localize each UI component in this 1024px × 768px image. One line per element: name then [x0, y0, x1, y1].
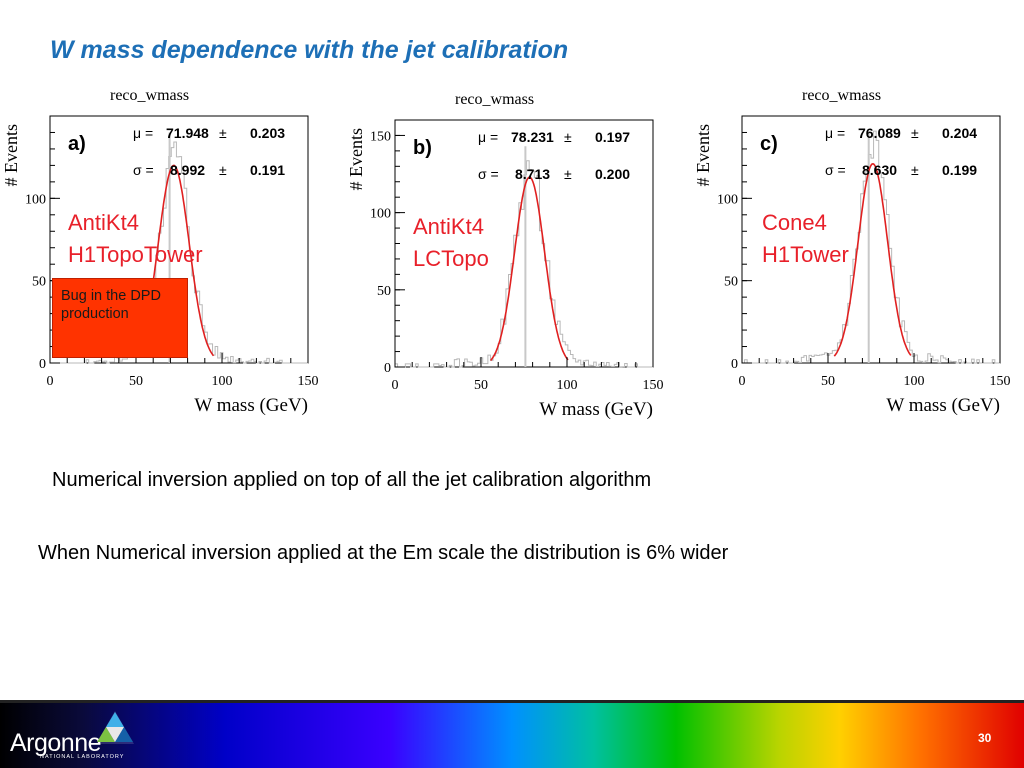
page-number: 30	[978, 731, 992, 745]
y-tick-label: 0	[39, 357, 46, 372]
plus-minus-sign: ±	[219, 162, 227, 178]
chart-panel-a: reco_wmass 0 50 100 0 50 100 150 W mass (GeV) # E…	[0, 78, 340, 428]
slide-title: W mass dependence with the jet calibrati…	[50, 36, 569, 64]
bullet-text-1: Numerical inversion applied on top of al…	[52, 469, 652, 491]
mu-label: μ =	[133, 125, 153, 141]
x-tick-label: 0	[739, 374, 746, 389]
histogram-bars	[742, 130, 1000, 364]
footer-spectrum-bar	[0, 703, 1024, 768]
chart-panel-b: reco_wmass 0 50 100 150 0 50 100 150 W mass (GeV)…	[345, 82, 685, 432]
algorithm-label-line2: H1TopoTower	[68, 242, 203, 267]
plus-minus-sign: ±	[219, 125, 227, 141]
sigma-value: 8.713	[515, 166, 550, 182]
x-tick-label: 100	[212, 374, 233, 389]
mu-label: μ =	[478, 129, 498, 145]
x-tick-label: 150	[643, 378, 664, 393]
sigma-label: σ =	[478, 166, 499, 182]
sigma-error: 0.199	[942, 162, 977, 178]
y-tick-label: 50	[377, 284, 391, 299]
x-tick-label: 50	[821, 374, 835, 389]
y-tick-label: 100	[25, 192, 46, 207]
panel-label: a)	[68, 133, 86, 155]
plus-minus-sign: ±	[564, 129, 572, 145]
x-tick-label: 50	[474, 378, 488, 393]
sigma-error: 0.200	[595, 166, 630, 182]
histogram-spike	[867, 130, 870, 363]
algorithm-label-line2: LCTopo	[413, 246, 489, 271]
x-tick-label: 100	[557, 378, 578, 393]
argonne-triangle-icon	[96, 711, 134, 744]
algorithm-label-line1: AntiKt4	[413, 214, 484, 239]
panel-label: c)	[760, 133, 778, 155]
mu-label: μ =	[825, 125, 845, 141]
x-axis-label: W mass (GeV)	[539, 399, 653, 420]
footer-divider	[0, 700, 1024, 703]
plus-minus-sign: ±	[911, 125, 919, 141]
histogram-chart: reco_wmass 0 50 100 0 50 100 150 W mass (GeV) # E…	[693, 87, 1011, 416]
y-axis-label: # Events	[346, 128, 366, 191]
mu-error: 0.197	[595, 129, 630, 145]
mu-error: 0.204	[942, 125, 977, 141]
panel-label: b)	[413, 137, 432, 159]
y-tick-label: 100	[370, 207, 391, 222]
x-tick-label: 0	[392, 378, 399, 393]
y-tick-label: 50	[32, 275, 46, 290]
sigma-value: 8.630	[862, 162, 897, 178]
y-axis-label: # Events	[693, 124, 713, 187]
y-tick-label: 0	[384, 361, 391, 376]
histogram-spike	[524, 146, 527, 367]
y-tick-label: 150	[370, 129, 391, 144]
sigma-label: σ =	[133, 162, 154, 178]
x-tick-label: 100	[904, 374, 925, 389]
algorithm-label-line1: Cone4	[762, 210, 827, 235]
argonne-logo-text: Argonne	[10, 729, 102, 757]
plot-frame	[741, 115, 1001, 364]
bug-note-box: Bug in the DPD production	[52, 278, 188, 358]
algorithm-label-line2: H1Tower	[762, 242, 849, 267]
x-tick-label: 150	[990, 374, 1011, 389]
histogram-spike	[168, 132, 171, 363]
y-tick-label: 100	[717, 192, 738, 207]
mu-value: 71.948	[166, 125, 209, 141]
plot-frame	[394, 119, 654, 368]
x-axis-label: W mass (GeV)	[886, 395, 1000, 416]
mu-error: 0.203	[250, 125, 285, 141]
mu-value: 78.231	[511, 129, 554, 145]
chart-panel-c: reco_wmass 0 50 100 0 50 100 150 W mass (GeV) # E…	[692, 78, 1024, 428]
bullet-text-2: When Numerical inversion applied at the …	[38, 542, 729, 564]
sigma-error: 0.191	[250, 162, 285, 178]
algorithm-label-line1: AntiKt4	[68, 210, 139, 235]
plus-minus-sign: ±	[911, 162, 919, 178]
chart-title: reco_wmass	[110, 87, 189, 104]
mu-value: 76.089	[858, 125, 901, 141]
chart-title: reco_wmass	[802, 87, 881, 104]
x-tick-label: 0	[47, 374, 54, 389]
argonne-logo-subtext: NATIONAL LABORATORY	[40, 754, 125, 760]
x-tick-label: 150	[298, 374, 319, 389]
y-tick-label: 50	[724, 275, 738, 290]
plus-minus-sign: ±	[564, 166, 572, 182]
histogram-outline	[394, 160, 653, 368]
histogram-outline	[742, 130, 1000, 364]
sigma-label: σ =	[825, 162, 846, 178]
sigma-value: 8.992	[170, 162, 205, 178]
y-axis-label: # Events	[1, 124, 21, 187]
y-tick-label: 0	[731, 357, 738, 372]
histogram-bars	[394, 146, 653, 368]
gaussian-fit-curve	[833, 162, 912, 357]
x-axis-label: W mass (GeV)	[194, 395, 308, 416]
x-tick-label: 50	[129, 374, 143, 389]
histogram-chart: reco_wmass 0 50 100 0 50 100 150 W mass (GeV) # E…	[1, 87, 319, 416]
chart-title: reco_wmass	[455, 91, 534, 108]
gaussian-fit-curve	[490, 176, 569, 362]
histogram-chart: reco_wmass 0 50 100 150 0 50 100 150 W mass (GeV)…	[346, 91, 664, 420]
